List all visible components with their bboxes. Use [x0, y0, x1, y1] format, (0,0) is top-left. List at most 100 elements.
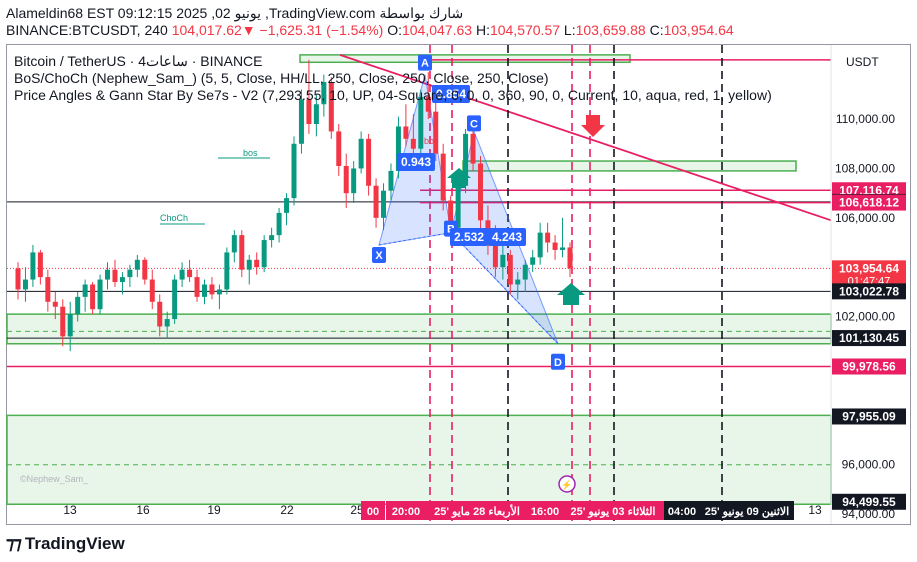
open-value: 104,047.63	[401, 22, 473, 38]
low-value: 103,659.88	[575, 22, 646, 38]
candle-body	[500, 254, 506, 268]
ratio-box	[397, 153, 435, 171]
time-axis-value: الاثنين 09 يونيو '25	[705, 506, 790, 518]
price-axis-value: 103,954.64	[839, 261, 899, 275]
legend-indicator-gann[interactable]: Price Angles & Gann Star By Se7s - V2 (7…	[14, 87, 772, 103]
ratio-box	[432, 85, 470, 103]
candle-body	[515, 279, 521, 285]
share-header: Alameldin68 EST 09:12:15 2025 ,02 يونيو …	[6, 5, 464, 21]
pattern-point-label: X	[375, 250, 383, 262]
support-zone-0	[6, 313, 832, 345]
time-axis-label	[361, 501, 385, 520]
time-axis-value: الأربعاء 28 مايو '25	[434, 504, 520, 518]
candle-body	[560, 247, 566, 250]
candle-body	[388, 170, 394, 191]
pattern-xd-dotted	[378, 232, 559, 345]
time-axis-label	[700, 501, 794, 520]
candle-body	[463, 133, 469, 186]
tradingview-mark-icon: ⁊⁊	[6, 534, 22, 553]
candle-body	[366, 138, 372, 186]
candle-body	[507, 254, 513, 285]
candle-body	[142, 259, 148, 280]
pattern-point-X	[372, 246, 386, 263]
candle-body	[22, 279, 28, 290]
pattern-point-label: D	[554, 357, 562, 369]
price-axis-label	[832, 330, 906, 347]
candle-body	[45, 277, 51, 302]
support-zone-1	[6, 414, 832, 505]
pattern-point-label: A	[421, 58, 429, 70]
candle-body	[75, 296, 81, 315]
high-label: H:	[475, 22, 490, 38]
time-axis-label	[664, 501, 700, 520]
candle-body	[545, 232, 551, 243]
candle-body	[470, 133, 476, 164]
symbol-ohlc-line: BINANCE:BTCUSDT, 240 104,017.62▼ −1,625.…	[6, 22, 734, 38]
candle-body	[179, 269, 185, 280]
ratio-label: 2.532	[454, 230, 484, 244]
last-price: 104,017.62	[171, 22, 242, 38]
ratio-label: 0.943	[401, 155, 431, 169]
top-zone	[299, 54, 631, 64]
pattern-point-C	[467, 115, 481, 132]
candle-body	[82, 284, 88, 297]
price-axis-value: 97,955.09	[842, 409, 896, 423]
price-axis-value: 94,499.55	[842, 495, 896, 509]
close-label: C:	[649, 22, 664, 38]
candle-body	[321, 82, 327, 105]
legend-indicator-bos[interactable]: BoS/ChoCh (Nephew_Sam_) (5, 5, Close, HH…	[14, 70, 549, 86]
time-axis-label	[426, 501, 528, 520]
candle-body	[60, 306, 66, 337]
candle-body	[30, 252, 36, 280]
candle-body	[298, 99, 304, 144]
candle-body	[201, 284, 207, 297]
time-axis-label	[528, 501, 562, 520]
candle-body	[328, 82, 334, 132]
x-tick-label: 25	[350, 503, 364, 517]
time-axis-label	[562, 501, 664, 520]
bos-label-2: bos	[424, 136, 439, 146]
candle-body	[343, 165, 349, 194]
candle-body	[418, 96, 424, 149]
candle-body	[112, 269, 118, 283]
price-axis-label	[832, 493, 906, 510]
candle-body	[67, 314, 73, 337]
ratio-label: 4.243	[492, 230, 522, 244]
y-tick-label: 94,000.00	[842, 507, 896, 521]
chart-frame[interactable]	[6, 44, 911, 525]
price-axis-value: 107,116.74	[839, 183, 899, 197]
candle-body	[351, 168, 357, 194]
candle-body	[567, 247, 573, 269]
candle-body	[269, 235, 275, 241]
x-tick-label: 19	[207, 503, 221, 517]
price-axis-label	[832, 283, 906, 300]
price-axis-label	[832, 358, 906, 375]
high-value: 104,570.57	[489, 22, 561, 38]
candle-body	[216, 289, 222, 295]
legend-symbol-title[interactable]: Bitcoin / TetherUS · 4ساعات · BINANCE	[14, 53, 263, 69]
candle-body	[395, 126, 401, 171]
y-tick-label: 96,000.00	[842, 458, 896, 472]
resistance-zone	[462, 160, 797, 172]
open-label: O:	[387, 22, 402, 38]
chart-legend: Bitcoin / TetherUS · 4ساعات · BINANCE Bo…	[14, 53, 772, 104]
candle-body	[440, 153, 446, 201]
candle-body	[276, 212, 282, 236]
price-change: −1,625.31 (−1.54%)	[259, 22, 384, 38]
candle-body	[164, 319, 170, 327]
candle-body	[537, 232, 543, 258]
candle-body	[90, 284, 96, 310]
candle-body	[187, 269, 193, 278]
currency-selector[interactable]: USDT	[846, 55, 879, 69]
x-tick-label: 13	[808, 503, 822, 517]
time-axis-label	[386, 501, 426, 520]
pattern-point-D	[551, 353, 565, 370]
candle-body	[284, 198, 290, 213]
price-axis-value: 106,618.12	[839, 196, 899, 210]
pattern-point-A	[418, 54, 432, 71]
candle-body	[105, 269, 111, 280]
up-arrow-icon-2	[447, 168, 471, 188]
candle-body	[172, 279, 178, 320]
bos-label: bos	[243, 148, 258, 158]
